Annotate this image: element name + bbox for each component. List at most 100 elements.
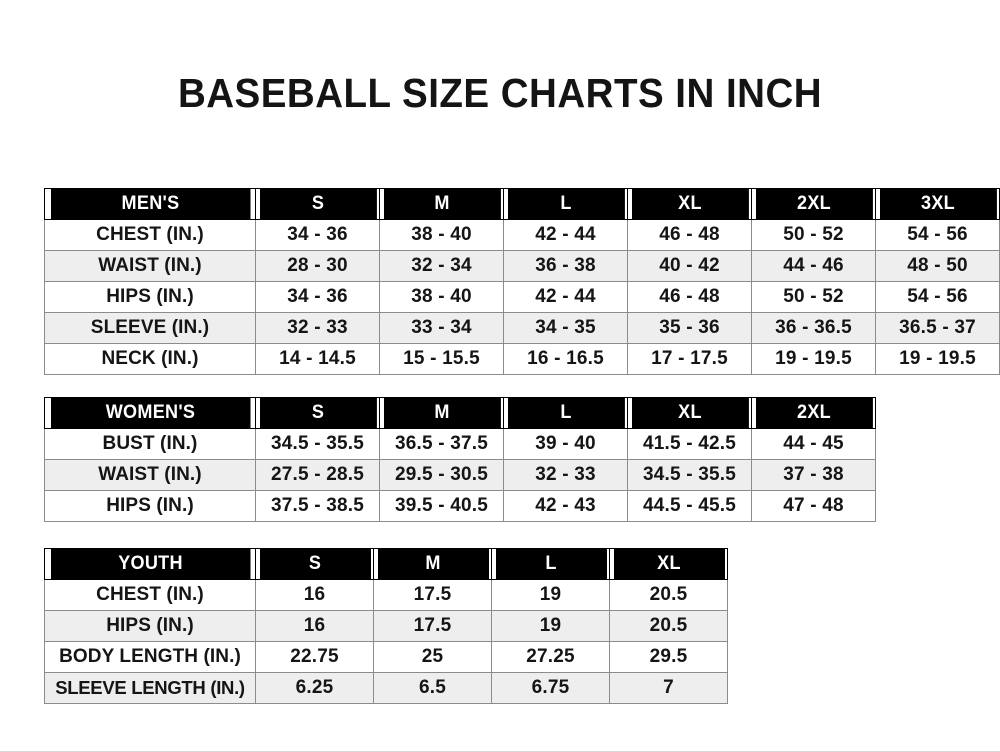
- table-header-row: YOUTH S M L XL: [45, 548, 728, 580]
- cell-sleeve-2xl: 36 - 36.5: [751, 312, 876, 344]
- cell-waist-2xl: 44 - 46: [751, 250, 876, 282]
- table-row: CHEST (IN.) 16 17.5 19 20.5: [44, 579, 728, 611]
- cell-hips-l: 42 - 44: [503, 281, 628, 313]
- table-row: WAIST (IN.) 27.5 - 28.5 29.5 - 30.5 32 -…: [44, 459, 876, 491]
- table-row: SLEEVE (IN.) 32 - 33 33 - 34 34 - 35 35 …: [44, 312, 1000, 344]
- cell-waist-m: 32 - 34: [379, 250, 504, 282]
- cell-bust-m: 36.5 - 37.5: [379, 428, 504, 460]
- column-header-l: L: [506, 188, 625, 220]
- row-label-neck: NECK (IN.): [44, 343, 256, 375]
- table-header-row: WOMEN'S S M L XL 2XL: [45, 397, 876, 429]
- cell-sleeve-s: 32 - 33: [255, 312, 380, 344]
- table-row: WAIST (IN.) 28 - 30 32 - 34 36 - 38 40 -…: [44, 250, 1000, 282]
- cell-sleeve-length-l: 6.75: [491, 672, 610, 704]
- row-label-waist: WAIST (IN.): [44, 459, 256, 491]
- column-header-l: L: [506, 397, 625, 429]
- youth-size-table: YOUTH S M L XL CHEST (IN.) 16 17.5 19 20…: [44, 548, 728, 704]
- cell-chest-l: 19: [491, 579, 610, 611]
- cell-hips-m: 38 - 40: [379, 281, 504, 313]
- mens-table-title: MEN'S: [49, 188, 251, 220]
- cell-waist-s: 28 - 30: [255, 250, 380, 282]
- table-header-row: MEN'S S M L XL 2XL 3XL: [45, 188, 1000, 220]
- womens-size-table: WOMEN'S S M L XL 2XL BUST (IN.) 34.5 - 3…: [44, 397, 876, 522]
- cell-hips-xl: 20.5: [609, 610, 728, 642]
- table-row: HIPS (IN.) 16 17.5 19 20.5: [44, 610, 728, 642]
- cell-neck-l: 16 - 16.5: [503, 343, 628, 375]
- column-header-s: S: [257, 548, 372, 580]
- row-label-hips: HIPS (IN.): [44, 281, 256, 313]
- cell-waist-l: 32 - 33: [503, 459, 628, 491]
- table-row: HIPS (IN.) 34 - 36 38 - 40 42 - 44 46 - …: [44, 281, 1000, 313]
- cell-hips-s: 16: [255, 610, 374, 642]
- cell-sleeve-l: 34 - 35: [503, 312, 628, 344]
- column-header-xl: XL: [630, 188, 749, 220]
- cell-waist-3xl: 48 - 50: [875, 250, 1000, 282]
- cell-hips-xl: 46 - 48: [627, 281, 752, 313]
- womens-table-title: WOMEN'S: [49, 397, 251, 429]
- cell-hips-s: 34 - 36: [255, 281, 380, 313]
- cell-hips-2xl: 50 - 52: [751, 281, 876, 313]
- table-row: NECK (IN.) 14 - 14.5 15 - 15.5 16 - 16.5…: [44, 343, 1000, 375]
- cell-sleeve-length-s: 6.25: [255, 672, 374, 704]
- column-header-l: L: [493, 548, 608, 580]
- cell-hips-s: 37.5 - 38.5: [255, 490, 380, 522]
- cell-body-length-xl: 29.5: [609, 641, 728, 673]
- row-label-hips: HIPS (IN.): [44, 490, 256, 522]
- cell-bust-l: 39 - 40: [503, 428, 628, 460]
- column-header-2xl: 2XL: [754, 397, 873, 429]
- cell-hips-2xl: 47 - 48: [751, 490, 876, 522]
- cell-bust-2xl: 44 - 45: [751, 428, 876, 460]
- column-header-2xl: 2XL: [754, 188, 873, 220]
- cell-neck-xl: 17 - 17.5: [627, 343, 752, 375]
- cell-sleeve-length-xl: 7: [609, 672, 728, 704]
- cell-chest-s: 16: [255, 579, 374, 611]
- cell-waist-m: 29.5 - 30.5: [379, 459, 504, 491]
- cell-chest-l: 42 - 44: [503, 219, 628, 251]
- cell-sleeve-length-m: 6.5: [373, 672, 492, 704]
- row-label-chest: CHEST (IN.): [44, 579, 256, 611]
- cell-waist-s: 27.5 - 28.5: [255, 459, 380, 491]
- column-header-s: S: [258, 397, 377, 429]
- row-label-hips: HIPS (IN.): [44, 610, 256, 642]
- cell-bust-xl: 41.5 - 42.5: [627, 428, 752, 460]
- table-row: HIPS (IN.) 37.5 - 38.5 39.5 - 40.5 42 - …: [44, 490, 876, 522]
- cell-chest-3xl: 54 - 56: [875, 219, 1000, 251]
- mens-size-table: MEN'S S M L XL 2XL 3XL CHEST (IN.) 34 - …: [44, 188, 1000, 375]
- cell-chest-s: 34 - 36: [255, 219, 380, 251]
- row-label-chest: CHEST (IN.): [44, 219, 256, 251]
- cell-waist-2xl: 37 - 38: [751, 459, 876, 491]
- cell-hips-xl: 44.5 - 45.5: [627, 490, 752, 522]
- column-header-m: M: [375, 548, 490, 580]
- column-header-3xl: 3XL: [878, 188, 997, 220]
- cell-body-length-s: 22.75: [255, 641, 374, 673]
- table-row: SLEEVE LENGTH (IN.) 6.25 6.5 6.75 7: [44, 672, 728, 704]
- youth-table-title: YOUTH: [49, 548, 251, 580]
- cell-neck-3xl: 19 - 19.5: [875, 343, 1000, 375]
- cell-hips-3xl: 54 - 56: [875, 281, 1000, 313]
- row-label-body-length: BODY LENGTH (IN.): [44, 641, 256, 673]
- cell-chest-2xl: 50 - 52: [751, 219, 876, 251]
- cell-body-length-m: 25: [373, 641, 492, 673]
- row-label-waist: WAIST (IN.): [44, 250, 256, 282]
- page-title: BASEBALL SIZE CHARTS IN INCH: [177, 70, 823, 116]
- column-header-m: M: [382, 397, 501, 429]
- cell-bust-s: 34.5 - 35.5: [255, 428, 380, 460]
- cell-neck-s: 14 - 14.5: [255, 343, 380, 375]
- cell-hips-l: 19: [491, 610, 610, 642]
- table-row: BODY LENGTH (IN.) 22.75 25 27.25 29.5: [44, 641, 728, 673]
- cell-hips-m: 17.5: [373, 610, 492, 642]
- cell-neck-m: 15 - 15.5: [379, 343, 504, 375]
- table-row: CHEST (IN.) 34 - 36 38 - 40 42 - 44 46 -…: [44, 219, 1000, 251]
- column-header-xl: XL: [611, 548, 726, 580]
- table-row: BUST (IN.) 34.5 - 35.5 36.5 - 37.5 39 - …: [44, 428, 876, 460]
- cell-sleeve-m: 33 - 34: [379, 312, 504, 344]
- column-header-s: S: [258, 188, 377, 220]
- cell-waist-xl: 34.5 - 35.5: [627, 459, 752, 491]
- cell-sleeve-3xl: 36.5 - 37: [875, 312, 1000, 344]
- cell-hips-m: 39.5 - 40.5: [379, 490, 504, 522]
- cell-chest-m: 38 - 40: [379, 219, 504, 251]
- cell-waist-xl: 40 - 42: [627, 250, 752, 282]
- cell-waist-l: 36 - 38: [503, 250, 628, 282]
- row-label-bust: BUST (IN.): [44, 428, 256, 460]
